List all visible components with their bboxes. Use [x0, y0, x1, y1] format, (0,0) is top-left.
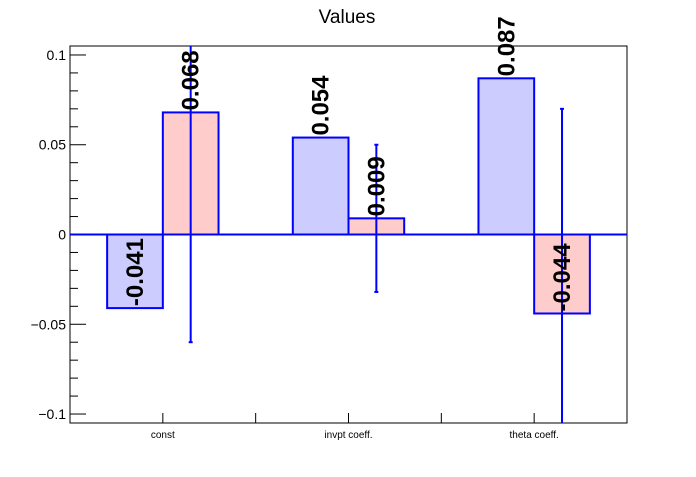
data-label: -0.041: [122, 238, 149, 306]
y-tick-label: −0.1: [38, 406, 66, 422]
x-tick-label: theta coeff.: [510, 430, 559, 441]
x-tick-label: invpt coeff.: [324, 430, 372, 441]
bars: [106, 77, 591, 315]
data-label: 0.068: [178, 50, 205, 110]
bar: [291, 136, 350, 236]
y-tick-label: −0.05: [31, 316, 67, 332]
chart-title: Values: [319, 7, 376, 28]
data-label: 0.054: [308, 75, 335, 136]
bar: [106, 233, 164, 310]
data-labels: -0.041 0.054 0.087 0.068 0.009 -0.044: [122, 16, 576, 311]
data-label: 0.087: [493, 16, 520, 76]
bar: [477, 77, 536, 236]
x-axis: const invpt coeff. theta coeff.: [151, 413, 559, 441]
y-axis: −0.1 −0.05 0 0.05 0.1: [31, 47, 86, 422]
data-label: -0.044: [549, 243, 576, 312]
data-label: 0.009: [363, 156, 390, 216]
x-tick-label: const: [151, 430, 175, 441]
y-tick-label: 0.05: [39, 137, 66, 153]
y-tick-label: 0: [58, 227, 66, 243]
y-tick-label: 0.1: [47, 47, 67, 63]
error-bars: [188, 46, 565, 423]
